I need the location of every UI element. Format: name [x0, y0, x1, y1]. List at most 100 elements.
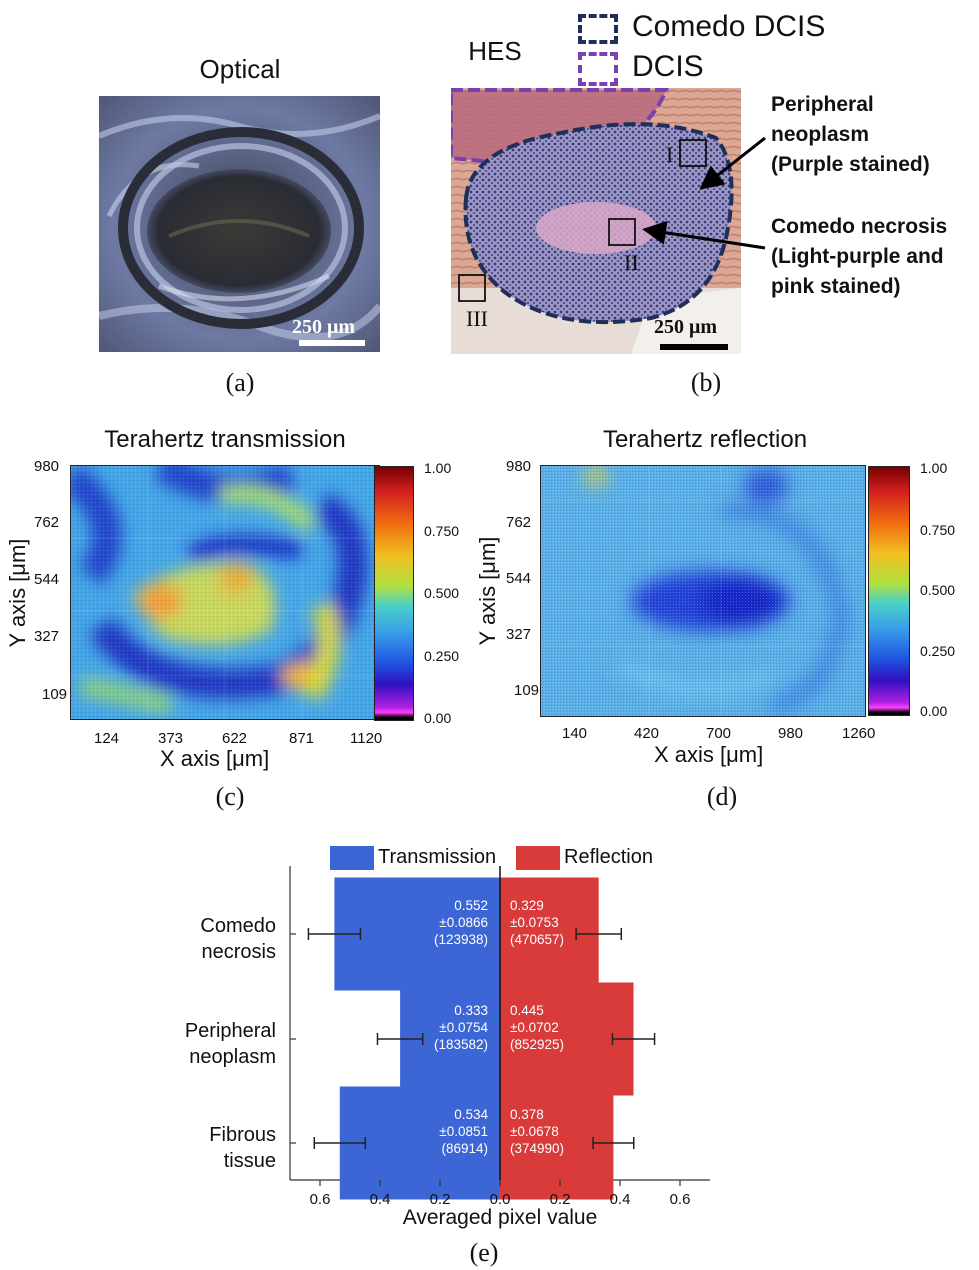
- chart-e-xtick-label-6: 0.6: [670, 1191, 691, 1208]
- bar-label-reflection-1-0: 0.445: [510, 1003, 544, 1018]
- chart-e-xtick-label-0: 0.6: [310, 1191, 331, 1208]
- annotation-peripheral-line-1: Peripheral: [771, 93, 874, 116]
- d-xtick-140: 140: [562, 725, 588, 742]
- caption-a: (a): [225, 368, 255, 397]
- bar-label-transmission-2-1: ±0.0851: [439, 1124, 488, 1139]
- roi-box-ii: [608, 218, 636, 246]
- scalebar-a-label: 250 μm: [292, 316, 355, 338]
- annotation-arrows: [642, 136, 766, 250]
- category-label-1-1: neoplasm: [189, 1046, 276, 1068]
- chart-e-xtick-label-4: 0.2: [550, 1191, 571, 1208]
- d-ytick-327: 327: [506, 626, 532, 643]
- c-cb-tick-5: 0.00: [424, 710, 452, 726]
- c-cb-tick-3: 0.500: [424, 585, 460, 601]
- legend-comedo-dcis-label: Comedo DCIS: [632, 10, 826, 43]
- bar-label-transmission-0-2: (123938): [434, 932, 488, 947]
- chart-e-xtick-label-3: 0.0: [490, 1191, 511, 1208]
- scalebar-b: [660, 344, 728, 350]
- d-ytick-109: 109: [514, 682, 540, 699]
- optical-image: [99, 96, 380, 352]
- category-label-2-1: tissue: [224, 1150, 276, 1172]
- scalebar-a: [299, 340, 365, 346]
- bar-label-transmission-0-1: ±0.0866: [439, 915, 488, 930]
- chart-e-xtick-label-5: 0.4: [610, 1191, 631, 1208]
- d-ylabel: Y axis [μm]: [475, 536, 500, 646]
- legend-comedo-dcis-swatch: [578, 14, 618, 44]
- bar-label-reflection-1-1: ±0.0702: [510, 1020, 559, 1035]
- legend-dcis-swatch: [578, 52, 618, 86]
- caption-d: (d): [706, 782, 738, 811]
- annotation-comedo-line-3: pink stained): [771, 275, 901, 298]
- c-cb-tick-2: 0.750: [424, 523, 460, 539]
- chart-e-xlabel: Averaged pixel value: [402, 1206, 598, 1229]
- d-xtick-420: 420: [634, 725, 660, 742]
- d-xlabel: X axis [μm]: [654, 742, 764, 767]
- bar-label-reflection-0-1: ±0.0753: [510, 915, 559, 930]
- c-xtick-871: 871: [289, 730, 315, 747]
- panel-d-title: Terahertz reflection: [602, 426, 808, 453]
- roi-label-ii: II: [624, 250, 639, 275]
- c-colorbar: [374, 466, 414, 721]
- thz-reflection-map: [540, 465, 866, 717]
- d-xtick-980: 980: [778, 725, 804, 742]
- d-xtick-1260: 1260: [842, 725, 876, 742]
- c-cb-tick-4: 0.250: [424, 648, 460, 664]
- c-xtick-124: 124: [94, 730, 120, 747]
- legend-transmission-swatch: [330, 846, 374, 870]
- d-xtick-700: 700: [706, 725, 732, 742]
- annotation-comedo-necrosis: Comedo necrosis (Light-purple and pink s…: [771, 212, 947, 302]
- bar-label-reflection-0-2: (470657): [510, 932, 564, 947]
- bar-label-reflection-0-0: 0.329: [510, 898, 544, 913]
- bar-label-reflection-2-2: (374990): [510, 1141, 564, 1156]
- c-xtick-373: 373: [158, 730, 184, 747]
- d-cb-tick-1: 1.00: [920, 460, 948, 476]
- c-xtick-622: 622: [222, 730, 248, 747]
- chart-e-xtick-label-2: 0.2: [430, 1191, 451, 1208]
- annotation-peripheral-line-2: neoplasm: [771, 123, 870, 146]
- category-label-0-0: Comedo: [200, 915, 276, 937]
- bar-transmission-2: [339, 1086, 500, 1200]
- chart-e-legend: Transmission Reflection: [330, 846, 660, 872]
- panel-c-title: Terahertz transmission: [104, 426, 346, 453]
- bar-label-transmission-1-2: (183582): [434, 1037, 488, 1052]
- annotation-peripheral-line-3: (Purple stained): [771, 153, 930, 176]
- category-label-1-0: Peripheral: [185, 1020, 276, 1042]
- bar-label-transmission-2-0: 0.534: [454, 1107, 488, 1122]
- d-ytick-544: 544: [506, 570, 532, 587]
- d-cb-tick-5: 0.00: [920, 703, 948, 719]
- category-label-0-1: necrosis: [202, 941, 276, 963]
- legend-dcis-label: DCIS: [632, 50, 704, 83]
- bar-transmission-0: [334, 877, 500, 991]
- hes-histology-image: [451, 88, 741, 354]
- c-ytick-762: 762: [34, 514, 60, 531]
- chart-e: 0.552 ±0.0866 (123938) 0.329 ±0.0753 (470657)…: [185, 866, 710, 1208]
- d-cb-tick-2: 0.750: [920, 522, 956, 538]
- caption-b: (b): [690, 368, 722, 397]
- annotation-comedo-line-2: (Light-purple and: [771, 245, 944, 268]
- panel-b-title: HES: [468, 36, 522, 66]
- legend-reflection-label: Reflection: [564, 846, 653, 868]
- annotation-peripheral-neoplasm: Peripheral neoplasm (Purple stained): [771, 90, 930, 180]
- caption-c: (c): [215, 782, 245, 811]
- c-ytick-980: 980: [34, 458, 60, 475]
- c-ylabel: Y axis [μm]: [5, 538, 30, 648]
- legend-transmission-label: Transmission: [378, 846, 497, 868]
- c-ytick-327: 327: [34, 628, 60, 645]
- c-ytick-544: 544: [34, 571, 60, 588]
- d-cb-tick-4: 0.250: [920, 643, 956, 659]
- bar-label-reflection-2-0: 0.378: [510, 1107, 544, 1122]
- legend-reflection-swatch: [516, 846, 560, 870]
- chart-e-xtick-label-1: 0.4: [370, 1191, 391, 1208]
- bar-label-transmission-0-0: 0.552: [454, 898, 488, 913]
- roi-box-iii: [458, 274, 486, 302]
- roi-label-iii: III: [466, 306, 488, 331]
- roi-label-i: I: [666, 142, 674, 167]
- c-xtick-1120: 1120: [350, 730, 383, 747]
- panel-a-title: Optical: [199, 54, 281, 84]
- bar-label-reflection-2-1: ±0.0678: [510, 1124, 559, 1139]
- bar-label-transmission-2-2: (86914): [441, 1141, 488, 1156]
- d-ytick-980: 980: [506, 458, 532, 475]
- annotation-comedo-line-1: Comedo necrosis: [771, 215, 948, 238]
- bar-label-transmission-1-1: ±0.0754: [439, 1020, 488, 1035]
- c-cb-tick-1: 1.00: [424, 460, 452, 476]
